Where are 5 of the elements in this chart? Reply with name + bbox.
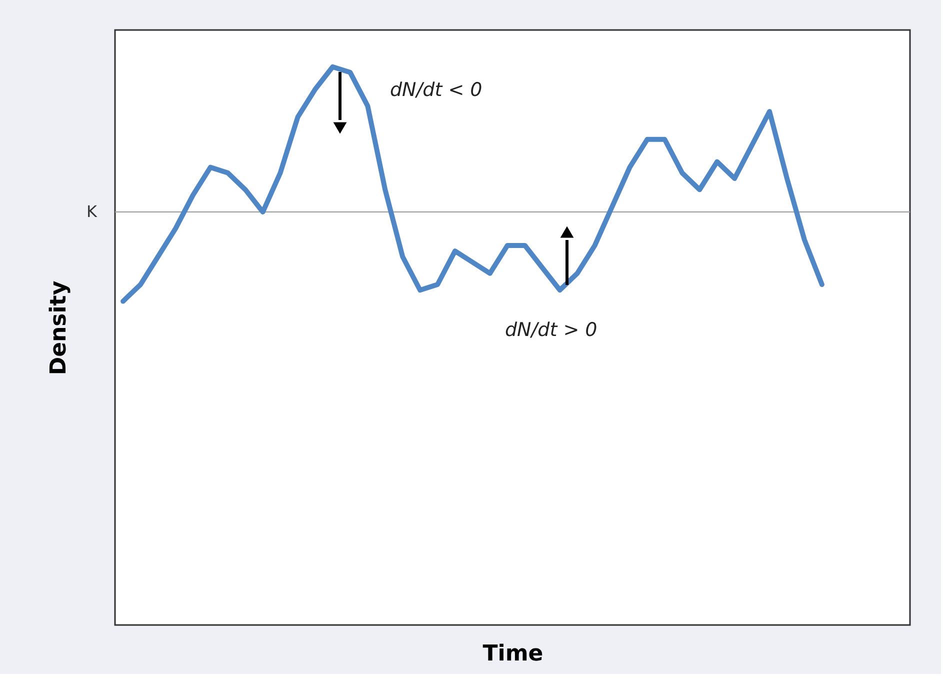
ref-line-label: K <box>86 202 98 221</box>
annotation: dN/dt < 0 <box>390 79 482 101</box>
y-axis-title: Density <box>46 280 72 376</box>
annotation: dN/dt > 0 <box>505 319 598 341</box>
x-axis-title: Time <box>482 642 544 666</box>
